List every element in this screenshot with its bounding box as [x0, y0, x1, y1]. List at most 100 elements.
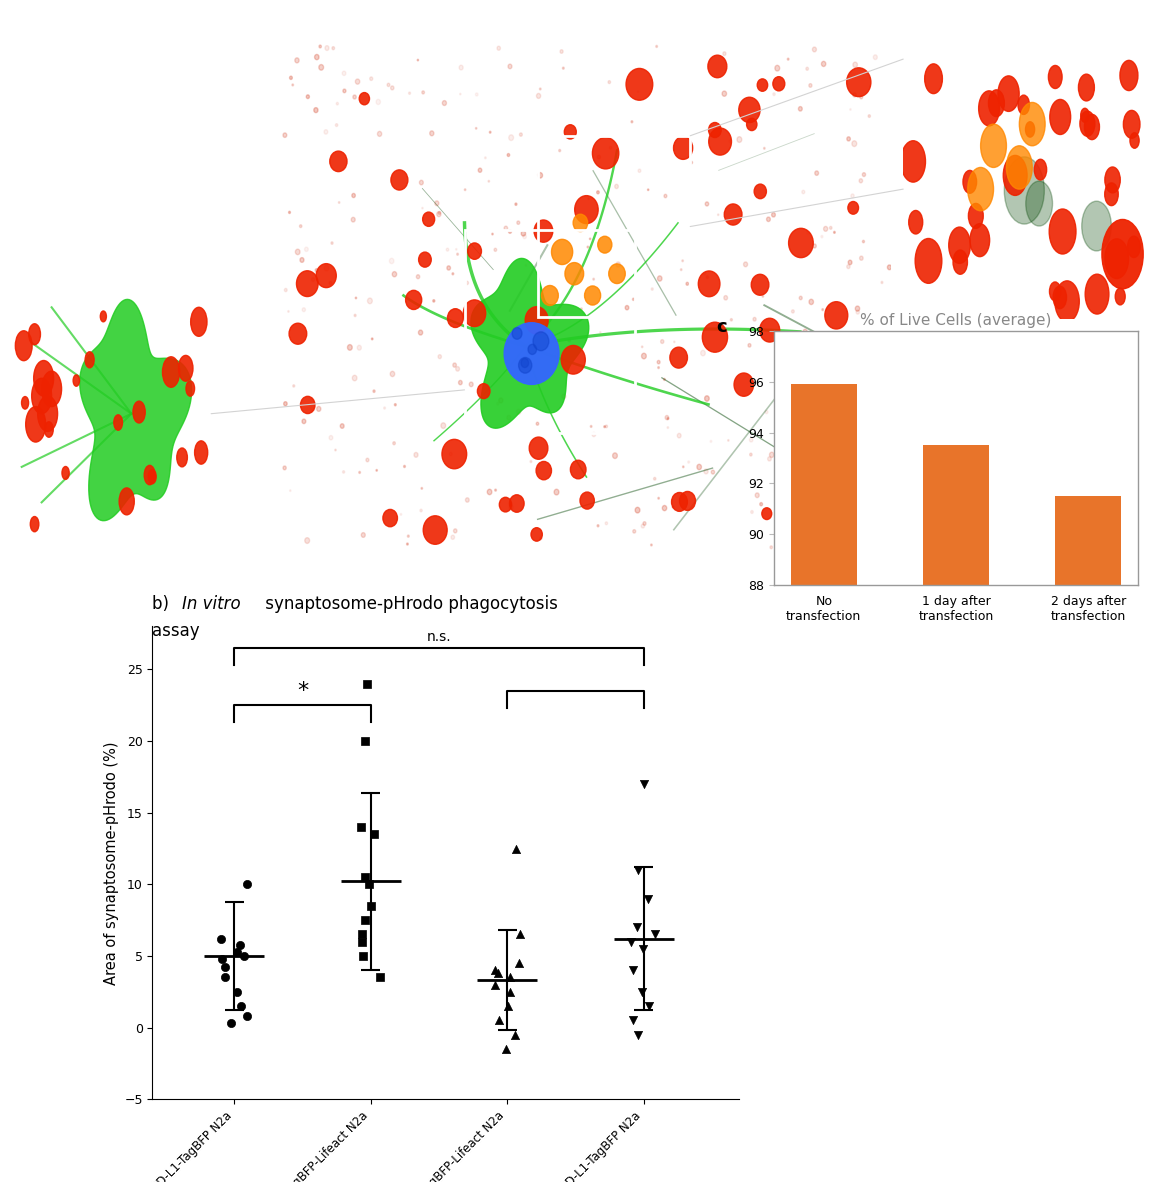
Circle shape [847, 137, 850, 141]
Circle shape [536, 422, 538, 426]
Circle shape [605, 426, 608, 428]
Point [355, 910, 374, 929]
Point [632, 982, 651, 1001]
Circle shape [981, 124, 1006, 168]
Circle shape [867, 420, 870, 423]
Circle shape [704, 273, 706, 275]
Circle shape [284, 288, 287, 292]
Circle shape [841, 414, 860, 436]
Circle shape [1049, 65, 1062, 89]
Circle shape [579, 492, 595, 509]
Circle shape [509, 135, 514, 141]
Circle shape [802, 190, 805, 194]
Circle shape [1105, 183, 1118, 206]
Circle shape [727, 440, 730, 441]
Circle shape [86, 352, 94, 368]
Circle shape [463, 300, 486, 326]
Circle shape [887, 460, 889, 463]
Circle shape [705, 202, 708, 206]
Circle shape [775, 65, 780, 71]
Circle shape [751, 274, 768, 296]
Circle shape [588, 197, 589, 200]
Circle shape [637, 91, 638, 92]
Circle shape [807, 232, 809, 234]
Circle shape [584, 286, 601, 305]
Circle shape [294, 58, 299, 63]
Circle shape [459, 65, 463, 70]
Circle shape [30, 517, 39, 532]
Circle shape [358, 345, 361, 350]
Point [510, 926, 529, 944]
Title: % of Live Cells (average): % of Live Cells (average) [860, 313, 1052, 329]
Circle shape [414, 453, 418, 457]
Circle shape [509, 495, 524, 512]
Circle shape [664, 378, 665, 381]
Circle shape [449, 453, 452, 456]
Text: assay: assay [152, 622, 201, 639]
Circle shape [868, 115, 870, 117]
Circle shape [177, 448, 188, 467]
Circle shape [484, 157, 486, 158]
Circle shape [290, 76, 292, 79]
Circle shape [45, 422, 53, 437]
Circle shape [786, 345, 789, 350]
Circle shape [748, 344, 751, 348]
Point [622, 933, 640, 952]
Circle shape [487, 489, 491, 495]
Circle shape [708, 128, 732, 155]
Circle shape [653, 478, 656, 480]
Circle shape [762, 296, 764, 297]
Circle shape [382, 509, 398, 527]
Circle shape [416, 274, 420, 279]
Circle shape [829, 512, 849, 535]
Circle shape [312, 278, 314, 281]
Circle shape [888, 265, 891, 269]
Circle shape [459, 381, 462, 385]
Point [638, 889, 657, 908]
Circle shape [706, 275, 708, 279]
Point [489, 963, 508, 982]
Circle shape [792, 310, 794, 313]
Circle shape [290, 489, 291, 492]
Circle shape [970, 223, 990, 256]
Point [486, 961, 504, 980]
Circle shape [838, 363, 841, 368]
Circle shape [422, 212, 435, 227]
Circle shape [855, 306, 860, 311]
Circle shape [782, 371, 786, 375]
Circle shape [592, 137, 619, 169]
Circle shape [683, 466, 684, 468]
Circle shape [393, 442, 395, 444]
Circle shape [187, 381, 195, 396]
Circle shape [751, 511, 753, 513]
Circle shape [314, 54, 319, 60]
Circle shape [769, 546, 773, 548]
Circle shape [1050, 282, 1060, 300]
Circle shape [952, 251, 968, 274]
Circle shape [509, 505, 513, 509]
Point [486, 975, 504, 994]
Circle shape [26, 407, 46, 442]
Point [500, 982, 518, 1001]
Circle shape [495, 489, 496, 492]
Circle shape [513, 327, 522, 339]
Circle shape [1006, 145, 1032, 189]
Circle shape [392, 272, 396, 277]
Circle shape [760, 318, 780, 342]
Circle shape [297, 271, 318, 297]
Circle shape [592, 278, 595, 280]
Circle shape [570, 460, 586, 479]
Circle shape [468, 243, 481, 259]
Circle shape [723, 52, 726, 56]
Circle shape [422, 91, 425, 95]
Bar [923, 446, 989, 1182]
Circle shape [612, 453, 617, 459]
Circle shape [560, 50, 563, 53]
Circle shape [407, 543, 408, 545]
Point [355, 732, 374, 751]
Circle shape [303, 307, 305, 312]
Circle shape [608, 80, 611, 84]
Circle shape [475, 128, 477, 129]
Circle shape [420, 180, 423, 184]
Circle shape [296, 249, 300, 254]
